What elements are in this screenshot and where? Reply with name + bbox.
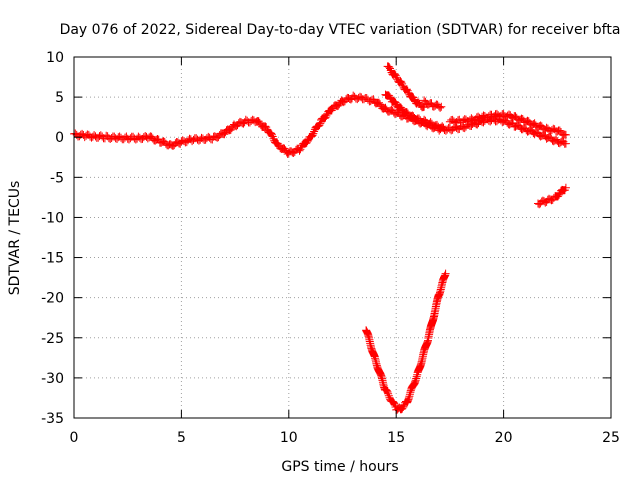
y-tick-label: -15 xyxy=(41,251,64,267)
y-tick-label: 5 xyxy=(55,90,64,106)
y-tick-label: -20 xyxy=(41,291,64,307)
y-tick-label: -35 xyxy=(41,411,64,427)
chart-title: Day 076 of 2022, Sidereal Day-to-day VTE… xyxy=(60,22,621,38)
series-markers xyxy=(534,183,570,209)
series-upper-band xyxy=(445,109,570,140)
x-tick-label: 20 xyxy=(495,430,513,446)
series-recovery xyxy=(534,183,570,209)
series-descending-arc xyxy=(381,90,448,133)
y-tick-label: -25 xyxy=(41,331,64,347)
series-markers xyxy=(70,91,570,158)
series-main-band xyxy=(70,91,570,158)
series-steep-arc xyxy=(383,62,429,112)
series-markers xyxy=(445,109,570,140)
x-tick-label: 25 xyxy=(602,430,620,446)
x-tick-label: 10 xyxy=(280,430,298,446)
x-tick-label: 5 xyxy=(177,430,186,446)
plot-frame xyxy=(73,56,612,419)
series-markers xyxy=(383,62,429,112)
y-tick-label: 10 xyxy=(46,50,64,66)
axis-ticks: 0 5 10 15 20 25 10 5 0 -5 -10 -15 -20 -25 -30 -35 xyxy=(41,50,620,446)
grid xyxy=(74,57,611,418)
series-markers xyxy=(420,96,446,112)
y-tick-label: 0 xyxy=(55,130,64,146)
y-axis-label: SDTVAR / TECUs xyxy=(7,181,23,296)
x-axis-label: GPS time / hours xyxy=(281,459,398,475)
series-deep-dip xyxy=(362,269,450,414)
data-marks xyxy=(70,62,570,414)
series-short-segment xyxy=(420,96,446,112)
series-markers xyxy=(381,90,448,133)
y-tick-label: -30 xyxy=(41,371,64,387)
series-markers xyxy=(362,269,450,414)
x-tick-label: 15 xyxy=(387,430,405,446)
y-tick-label: -5 xyxy=(50,170,64,186)
x-tick-label: 0 xyxy=(70,430,79,446)
y-tick-label: -10 xyxy=(41,210,64,226)
